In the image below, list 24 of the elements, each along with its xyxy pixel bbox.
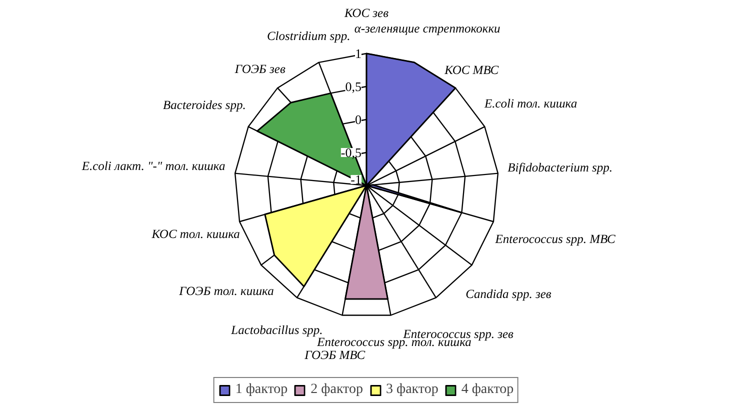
spoke-label: КОС тол. кишка: [150, 227, 240, 242]
spoke-label: ГОЭБ МВС: [304, 348, 366, 362]
y-tick-label: 1: [355, 46, 362, 61]
spoke-label: Clostridium spp.: [266, 29, 350, 44]
spoke-label: E.coli тол. кишка: [483, 96, 578, 111]
spoke-label: Lactobacillus spp.: [230, 323, 323, 338]
y-tick-label: -0,5: [340, 145, 362, 160]
y-tick-label: 0: [355, 112, 362, 127]
spoke-label: КОС МВС: [444, 63, 500, 78]
spoke-label: ГОЭБ зев: [234, 62, 286, 76]
spoke-label: ГОЭБ тол. кишка: [178, 284, 274, 298]
legend-label: 4 фактор: [461, 382, 514, 398]
spoke-label: Bacteroides spp.: [163, 98, 246, 112]
legend-label: 3 фактор: [386, 382, 438, 398]
spoke-label: Bifidobacterium spp.: [508, 160, 612, 175]
y-tick-label: -1: [350, 172, 362, 187]
spoke-label: E.coli лакт. "-" тол. кишка: [80, 158, 226, 173]
spoke-label: α-зеленящие стрептококки: [354, 22, 500, 36]
legend-label: 2 фактор: [310, 382, 363, 398]
spoke-label: КОС зев: [343, 6, 390, 20]
y-tick-label: 0,5: [345, 79, 362, 94]
spoke-label: Enterococcus spp. МВС: [494, 232, 616, 246]
legend-label: 1 фактор: [235, 382, 288, 398]
spoke-label: Candida spp. зев: [466, 286, 552, 301]
